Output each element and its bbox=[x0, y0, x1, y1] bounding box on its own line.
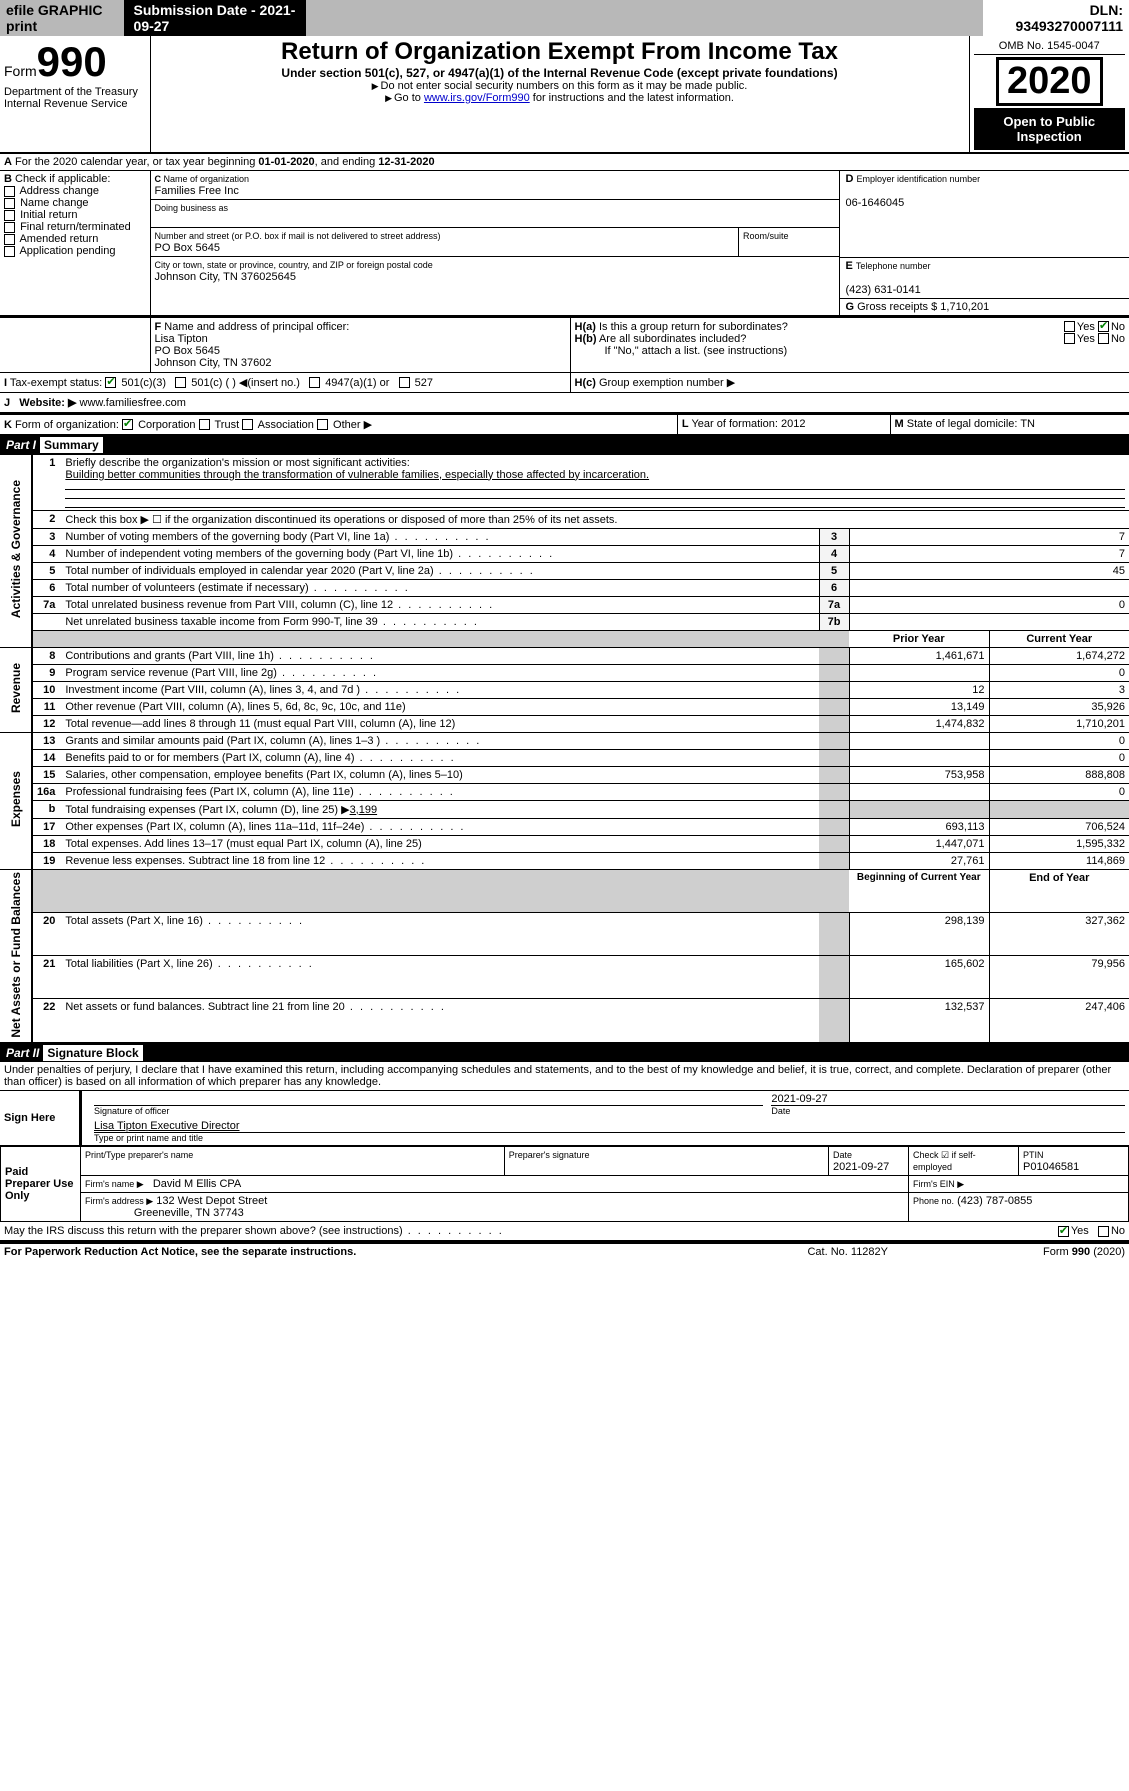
vcat-netassets: Net Assets or Fund Balances bbox=[9, 872, 23, 1038]
k-trust[interactable] bbox=[199, 419, 210, 430]
vcat-expenses: Expenses bbox=[9, 771, 23, 827]
street-address: PO Box 5645 bbox=[155, 242, 220, 254]
checkbox-final-return[interactable] bbox=[4, 222, 15, 233]
l16b-val: 3,199 bbox=[350, 804, 378, 816]
telephone: (423) 631-0141 bbox=[846, 284, 921, 296]
vcat-revenue: Revenue bbox=[9, 663, 23, 713]
l4-val: 7 bbox=[849, 545, 1129, 562]
officer-group-block: F Name and address of principal officer:… bbox=[0, 317, 1129, 414]
part2-header: Part IISignature Block bbox=[0, 1044, 1129, 1062]
discuss-yes[interactable] bbox=[1058, 1226, 1069, 1237]
k-other[interactable] bbox=[317, 419, 328, 430]
part1-header: Part ISummary bbox=[0, 436, 1129, 454]
city-state-zip: Johnson City, TN 376025645 bbox=[155, 271, 296, 283]
l3-val: 7 bbox=[849, 528, 1129, 545]
org-name: Families Free Inc bbox=[155, 185, 239, 197]
checkbox-amended[interactable] bbox=[4, 234, 15, 245]
ptin: P01046581 bbox=[1023, 1161, 1079, 1173]
form-number: Form990 bbox=[4, 38, 146, 86]
l7b-val bbox=[849, 613, 1129, 630]
discuss-line: May the IRS discuss this return with the… bbox=[0, 1222, 1129, 1242]
treasury-dept: Department of the Treasury bbox=[4, 86, 146, 98]
line-a-tax-year: A For the 2020 calendar year, or tax yea… bbox=[0, 154, 1129, 171]
perjury-statement: Under penalties of perjury, I declare th… bbox=[0, 1062, 1129, 1091]
mission: Building better communities through the … bbox=[65, 469, 649, 481]
k-corp[interactable] bbox=[122, 419, 133, 430]
open-to-public: Open to PublicInspection bbox=[974, 108, 1126, 150]
firm-name: David M Ellis CPA bbox=[153, 1178, 241, 1190]
entity-block: B Check if applicable: Address change Na… bbox=[0, 171, 1129, 317]
sign-here-block: Sign Here Signature of officer 2021-09-2… bbox=[0, 1091, 1129, 1145]
hb-no[interactable] bbox=[1098, 333, 1109, 344]
gross-receipts: 1,710,201 bbox=[940, 301, 989, 313]
irs-label: Internal Revenue Service bbox=[4, 98, 146, 110]
form-title: Return of Organization Exempt From Incom… bbox=[155, 38, 965, 66]
discuss-no[interactable] bbox=[1098, 1226, 1109, 1237]
checkbox-app-pending[interactable] bbox=[4, 246, 15, 257]
i-501c[interactable] bbox=[175, 377, 186, 388]
preparer-phone: (423) 787-0855 bbox=[957, 1195, 1032, 1207]
checkbox-initial-return[interactable] bbox=[4, 210, 15, 221]
irs-link[interactable]: www.irs.gov/Form990 bbox=[424, 92, 530, 104]
checkbox-address-change[interactable] bbox=[4, 186, 15, 197]
klm-row: K Form of organization: Corporation Trus… bbox=[0, 414, 1129, 436]
instructions-link-line: Go to www.irs.gov/Form990 for instructio… bbox=[155, 92, 965, 104]
submission-date: Submission Date - 2021-09-27 bbox=[124, 0, 306, 36]
officer-typed-name: Lisa Tipton Executive Director bbox=[94, 1120, 240, 1132]
vcat-governance: Activities & Governance bbox=[9, 480, 23, 618]
website: www.familiesfree.com bbox=[80, 397, 186, 409]
l6-val bbox=[849, 579, 1129, 596]
omb-number: OMB No. 1545-0047 bbox=[974, 38, 1126, 55]
k-assoc[interactable] bbox=[242, 419, 253, 430]
form-header: Form990 Department of the Treasury Inter… bbox=[0, 36, 1129, 154]
l7a-val: 0 bbox=[849, 596, 1129, 613]
ha-no[interactable] bbox=[1098, 321, 1109, 332]
ssn-note: Do not enter social security numbers on … bbox=[155, 80, 965, 92]
hb-yes[interactable] bbox=[1064, 333, 1075, 344]
state-domicile: TN bbox=[1020, 418, 1035, 430]
year-formation: 2012 bbox=[781, 418, 805, 430]
tax-year: 2020 bbox=[996, 57, 1103, 106]
checkbox-name-change[interactable] bbox=[4, 198, 15, 209]
form-subtitle: Under section 501(c), 527, or 4947(a)(1)… bbox=[155, 66, 965, 80]
i-4947[interactable] bbox=[309, 377, 320, 388]
i-501c3[interactable] bbox=[105, 377, 116, 388]
officer-name: Lisa Tipton bbox=[155, 333, 208, 345]
ha-yes[interactable] bbox=[1064, 321, 1075, 332]
ein: 06-1646045 bbox=[846, 197, 905, 209]
paid-preparer-block: Paid Preparer Use Only Print/Type prepar… bbox=[0, 1145, 1129, 1222]
b-label: Check if applicable: bbox=[15, 173, 110, 185]
i-527[interactable] bbox=[399, 377, 410, 388]
footer: For Paperwork Reduction Act Notice, see … bbox=[0, 1242, 1129, 1260]
efile-label[interactable]: efile GRAPHIC print bbox=[0, 0, 124, 36]
summary-table: Activities & Governance 1 Briefly descri… bbox=[0, 454, 1129, 1045]
dln: DLN: 93493270007111 bbox=[983, 0, 1129, 36]
top-bar: efile GRAPHIC print Submission Date - 20… bbox=[0, 0, 1129, 36]
l5-val: 45 bbox=[849, 562, 1129, 579]
